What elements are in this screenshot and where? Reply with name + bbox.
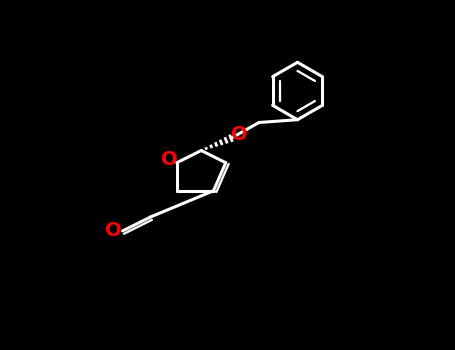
Text: O: O <box>232 125 248 144</box>
Text: O: O <box>106 221 122 240</box>
Text: O: O <box>161 150 177 169</box>
